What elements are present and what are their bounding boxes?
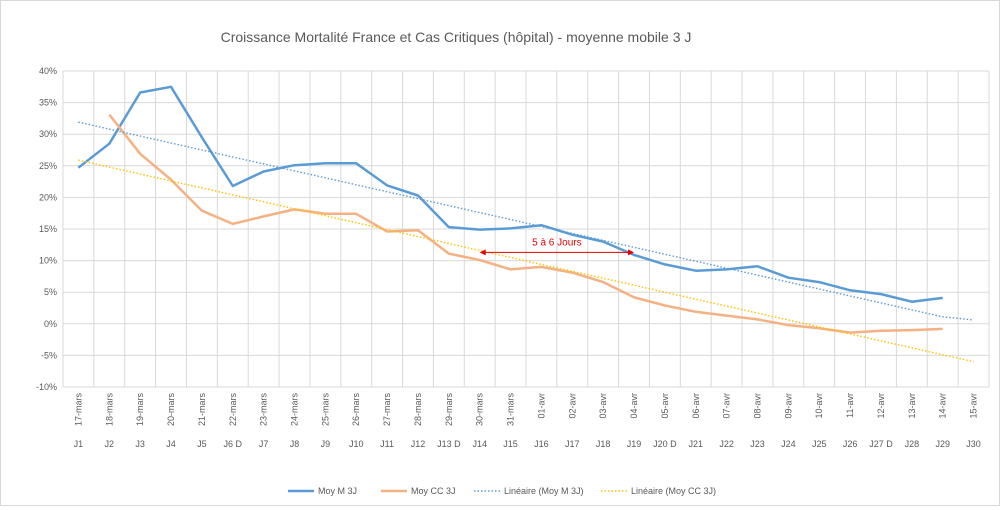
x-tick-labels: 17-mars J1 18-mars J2 19-mars J3 20-mars J4 21-m… (73, 393, 980, 449)
x-tick-label-day: J11 (380, 439, 394, 449)
series-line (78, 159, 974, 363)
y-tick-label: 40% (39, 66, 57, 76)
x-tick-label-day: J25 (812, 439, 827, 449)
x-tick-label-date: 25-mars (320, 393, 330, 427)
series-line (77, 85, 943, 303)
x-tick-label-day: J5 (197, 439, 207, 449)
x-tick-label-day: J15 (503, 439, 518, 449)
x-tick-label-date: 21-mars (197, 393, 207, 427)
x-tick-label-day: J14 (472, 439, 487, 449)
x-tick-label-date: 22-mars (228, 393, 238, 427)
gridlines (62, 70, 990, 388)
y-tick-label: 35% (39, 98, 57, 108)
x-tick-label-day: J21 (689, 439, 704, 449)
x-tick-label-date: 15-avr (969, 393, 979, 419)
chart-title: Croissance Mortalité France et Cas Criti… (221, 29, 692, 45)
y-tick-label: 25% (39, 161, 57, 171)
series-lines (77, 85, 974, 363)
x-tick-label-date: 28-mars (413, 393, 423, 427)
x-tick-label-date: 06-avr (691, 393, 701, 419)
legend-label: Moy CC 3J (411, 486, 456, 496)
x-tick-label-date: 04-avr (629, 393, 639, 419)
x-tick-label-date: 14-avr (938, 393, 948, 419)
x-tick-label-date: 11-avr (845, 393, 855, 418)
y-tick-label: 30% (39, 129, 57, 139)
x-tick-label-day: J30 (966, 439, 981, 449)
x-tick-label-day: J6 D (224, 439, 243, 449)
x-tick-label-date: 02-avr (567, 393, 577, 419)
legend-label: Moy M 3J (318, 486, 357, 496)
x-tick-label-date: 18-mars (104, 393, 114, 427)
x-tick-label-date: 05-avr (660, 393, 670, 419)
legend-label: Linéaire (Moy CC 3J) (631, 486, 716, 496)
x-tick-label-day: J10 (349, 439, 364, 449)
x-tick-label-day: J1 (74, 439, 84, 449)
x-tick-label-day: J24 (781, 439, 796, 449)
y-tick-label: 0% (44, 319, 57, 329)
x-tick-label-date: 12-avr (876, 393, 886, 419)
x-tick-label-date: 08-avr (753, 393, 763, 419)
x-tick-label-day: J27 D (869, 439, 893, 449)
x-tick-label-date: 29-mars (444, 393, 454, 427)
legend-label: Linéaire (Moy M 3J) (504, 486, 584, 496)
x-tick-label-date: 31-mars (506, 393, 516, 427)
x-tick-label-date: 20-mars (166, 393, 176, 427)
y-tick-label: 20% (39, 192, 57, 202)
annotation-label: 5 à 6 Jours (532, 237, 581, 248)
x-tick-label-date: 27-mars (382, 393, 392, 427)
x-tick-label-date: 24-mars (290, 393, 300, 427)
x-tick-label-date: 03-avr (598, 393, 608, 419)
x-tick-label-day: J7 (259, 439, 269, 449)
x-tick-label-day: J13 D (437, 439, 461, 449)
x-tick-label-day: J12 (411, 439, 426, 449)
x-tick-label-date: 23-mars (259, 393, 269, 427)
y-tick-label: 15% (39, 224, 57, 234)
x-tick-label-date: 09-avr (783, 393, 793, 419)
y-tick-label: -5% (41, 350, 57, 360)
annotation-arrowhead-left (479, 249, 486, 256)
x-tick-label-day: J26 (843, 439, 858, 449)
x-tick-label-day: J20 D (653, 439, 677, 449)
annotation-arrowhead-right (628, 249, 635, 256)
x-tick-label-day: J28 (905, 439, 920, 449)
x-tick-label-day: J23 (750, 439, 765, 449)
x-tick-label-day: J18 (596, 439, 611, 449)
x-tick-label-day: J4 (166, 439, 176, 449)
x-tick-label-date: 01-avr (536, 393, 546, 419)
x-tick-label-day: J17 (565, 439, 580, 449)
x-tick-label-day: J16 (534, 439, 549, 449)
x-tick-label-date: 19-mars (135, 393, 145, 427)
x-tick-label-day: J19 (627, 439, 642, 449)
x-tick-label-date: 13-avr (907, 393, 917, 419)
series-line (78, 121, 974, 321)
x-tick-label-day: J3 (135, 439, 145, 449)
x-tick-label-date: 17-mars (73, 393, 83, 427)
annotation: 5 à 6 Jours (479, 237, 635, 256)
x-tick-label-day: J22 (719, 439, 734, 449)
x-tick-label-date: 07-avr (722, 393, 732, 419)
x-tick-label-day: J8 (290, 439, 300, 449)
x-tick-label-day: J29 (935, 439, 950, 449)
x-tick-label-day: J2 (105, 439, 115, 449)
x-tick-label-date: 10-avr (814, 393, 824, 419)
y-tick-label: -10% (36, 382, 57, 392)
y-tick-labels: 40% 35% 30% 25% 20% 15% 10% 5% 0% -5% -10% (36, 66, 57, 392)
y-tick-label: 10% (39, 256, 57, 266)
legend: Moy M 3J Moy CC 3J Linéaire (Moy M 3J) Liné… (288, 486, 716, 496)
x-tick-label-date: 26-mars (351, 393, 361, 427)
series-line (108, 113, 943, 334)
x-tick-label-date: 30-mars (475, 393, 485, 427)
y-tick-label: 5% (44, 287, 57, 297)
x-tick-label-day: J9 (321, 439, 331, 449)
